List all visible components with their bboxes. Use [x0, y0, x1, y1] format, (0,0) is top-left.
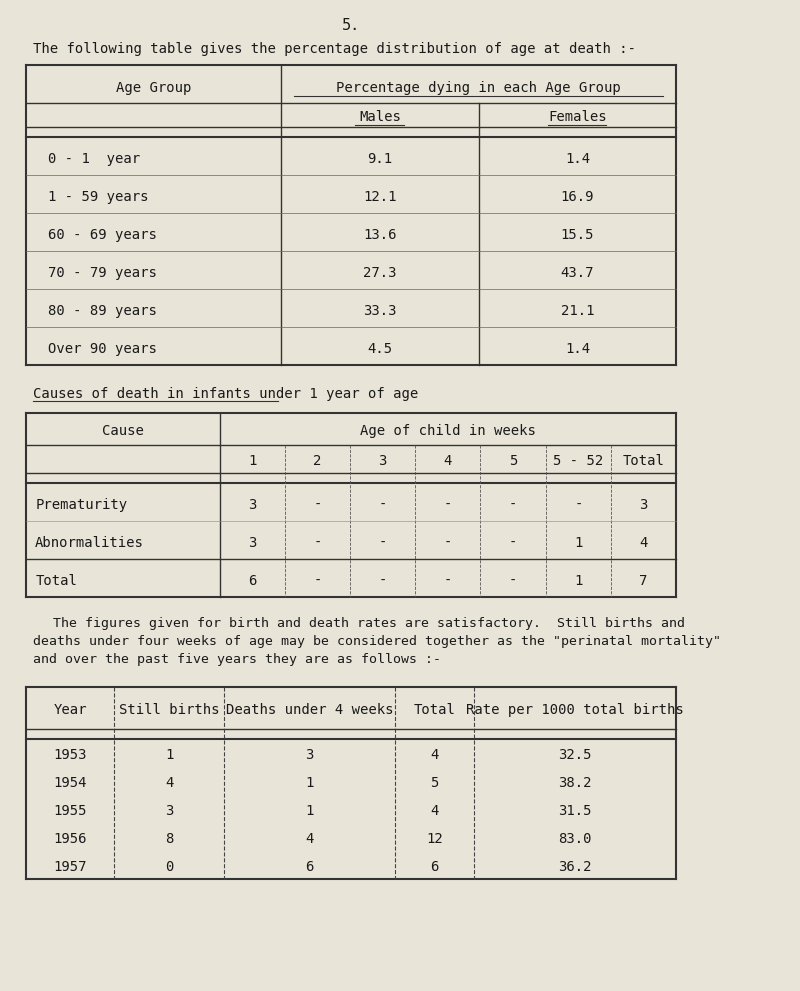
Text: 5: 5 — [509, 454, 518, 468]
Text: 7: 7 — [639, 574, 648, 588]
Text: Over 90 years: Over 90 years — [48, 342, 157, 356]
Text: 15.5: 15.5 — [561, 228, 594, 242]
Text: -: - — [574, 498, 582, 512]
Text: 1957: 1957 — [54, 860, 87, 874]
Text: -: - — [314, 536, 322, 550]
Text: 12.1: 12.1 — [363, 190, 397, 204]
Text: 3: 3 — [306, 748, 314, 762]
Text: deaths under four weeks of age may be considered together as the "perinatal mort: deaths under four weeks of age may be co… — [34, 635, 722, 648]
Text: and over the past five years they are as follows :-: and over the past five years they are as… — [34, 653, 442, 666]
Text: -: - — [378, 498, 387, 512]
Text: -: - — [314, 574, 322, 588]
Text: 4: 4 — [430, 804, 439, 818]
Text: 2: 2 — [314, 454, 322, 468]
Text: 0: 0 — [165, 860, 174, 874]
Text: Rate per 1000 total births: Rate per 1000 total births — [466, 703, 684, 717]
Text: 1.4: 1.4 — [565, 342, 590, 356]
Text: Age of child in weeks: Age of child in weeks — [360, 424, 536, 438]
Text: 1: 1 — [306, 804, 314, 818]
Text: Total: Total — [35, 574, 77, 588]
Text: Total: Total — [414, 703, 456, 717]
Text: The following table gives the percentage distribution of age at death :-: The following table gives the percentage… — [34, 42, 636, 56]
Text: 3: 3 — [639, 498, 648, 512]
Text: Total: Total — [622, 454, 665, 468]
Text: 31.5: 31.5 — [558, 804, 592, 818]
Text: Percentage dying in each Age Group: Percentage dying in each Age Group — [336, 81, 621, 95]
Text: 1: 1 — [574, 536, 582, 550]
Text: Prematurity: Prematurity — [35, 498, 127, 512]
Text: 3: 3 — [165, 804, 174, 818]
Text: 36.2: 36.2 — [558, 860, 592, 874]
Text: -: - — [378, 536, 387, 550]
Text: 3: 3 — [248, 536, 256, 550]
Text: 38.2: 38.2 — [558, 776, 592, 790]
Text: 33.3: 33.3 — [363, 304, 397, 318]
Text: 0 - 1  year: 0 - 1 year — [48, 152, 141, 166]
Text: 1.4: 1.4 — [565, 152, 590, 166]
Text: 1: 1 — [306, 776, 314, 790]
Text: 5: 5 — [430, 776, 439, 790]
Text: 1954: 1954 — [54, 776, 87, 790]
Text: 32.5: 32.5 — [558, 748, 592, 762]
Text: 6: 6 — [248, 574, 256, 588]
Text: 1953: 1953 — [54, 748, 87, 762]
Text: 27.3: 27.3 — [363, 266, 397, 280]
Text: Causes of death in infants under 1 year of age: Causes of death in infants under 1 year … — [34, 387, 418, 401]
Text: -: - — [509, 536, 518, 550]
Text: 4.5: 4.5 — [367, 342, 392, 356]
Text: 8: 8 — [165, 832, 174, 846]
Text: 6: 6 — [430, 860, 439, 874]
Text: Cause: Cause — [102, 424, 144, 438]
Text: Year: Year — [54, 703, 87, 717]
Text: 12: 12 — [426, 832, 443, 846]
Text: 83.0: 83.0 — [558, 832, 592, 846]
Text: 1: 1 — [165, 748, 174, 762]
Text: 5.: 5. — [342, 18, 360, 33]
Text: 1956: 1956 — [54, 832, 87, 846]
Text: Abnormalities: Abnormalities — [35, 536, 144, 550]
Text: 6: 6 — [306, 860, 314, 874]
Text: 5 - 52: 5 - 52 — [554, 454, 603, 468]
Text: -: - — [444, 574, 452, 588]
Text: Females: Females — [548, 110, 606, 124]
Text: 21.1: 21.1 — [561, 304, 594, 318]
Text: 4: 4 — [306, 832, 314, 846]
Text: 4: 4 — [165, 776, 174, 790]
Text: 4: 4 — [639, 536, 648, 550]
Text: Still births: Still births — [119, 703, 219, 717]
Text: 1 - 59 years: 1 - 59 years — [48, 190, 149, 204]
Text: Age Group: Age Group — [116, 81, 191, 95]
Text: -: - — [509, 574, 518, 588]
Text: 1955: 1955 — [54, 804, 87, 818]
Text: 43.7: 43.7 — [561, 266, 594, 280]
Text: 80 - 89 years: 80 - 89 years — [48, 304, 157, 318]
Text: 3: 3 — [248, 498, 256, 512]
Text: 1: 1 — [574, 574, 582, 588]
Text: 13.6: 13.6 — [363, 228, 397, 242]
Text: 16.9: 16.9 — [561, 190, 594, 204]
Text: -: - — [509, 498, 518, 512]
Text: -: - — [314, 498, 322, 512]
Text: 1: 1 — [248, 454, 256, 468]
Text: -: - — [444, 536, 452, 550]
Text: 3: 3 — [378, 454, 387, 468]
Text: Deaths under 4 weeks: Deaths under 4 weeks — [226, 703, 394, 717]
Text: Males: Males — [359, 110, 401, 124]
Text: 4: 4 — [444, 454, 452, 468]
Text: 70 - 79 years: 70 - 79 years — [48, 266, 157, 280]
Text: -: - — [378, 574, 387, 588]
Text: 4: 4 — [430, 748, 439, 762]
Text: 9.1: 9.1 — [367, 152, 392, 166]
Text: The figures given for birth and death rates are satisfactory.  Still births and: The figures given for birth and death ra… — [53, 617, 685, 630]
Text: 60 - 69 years: 60 - 69 years — [48, 228, 157, 242]
Text: -: - — [444, 498, 452, 512]
